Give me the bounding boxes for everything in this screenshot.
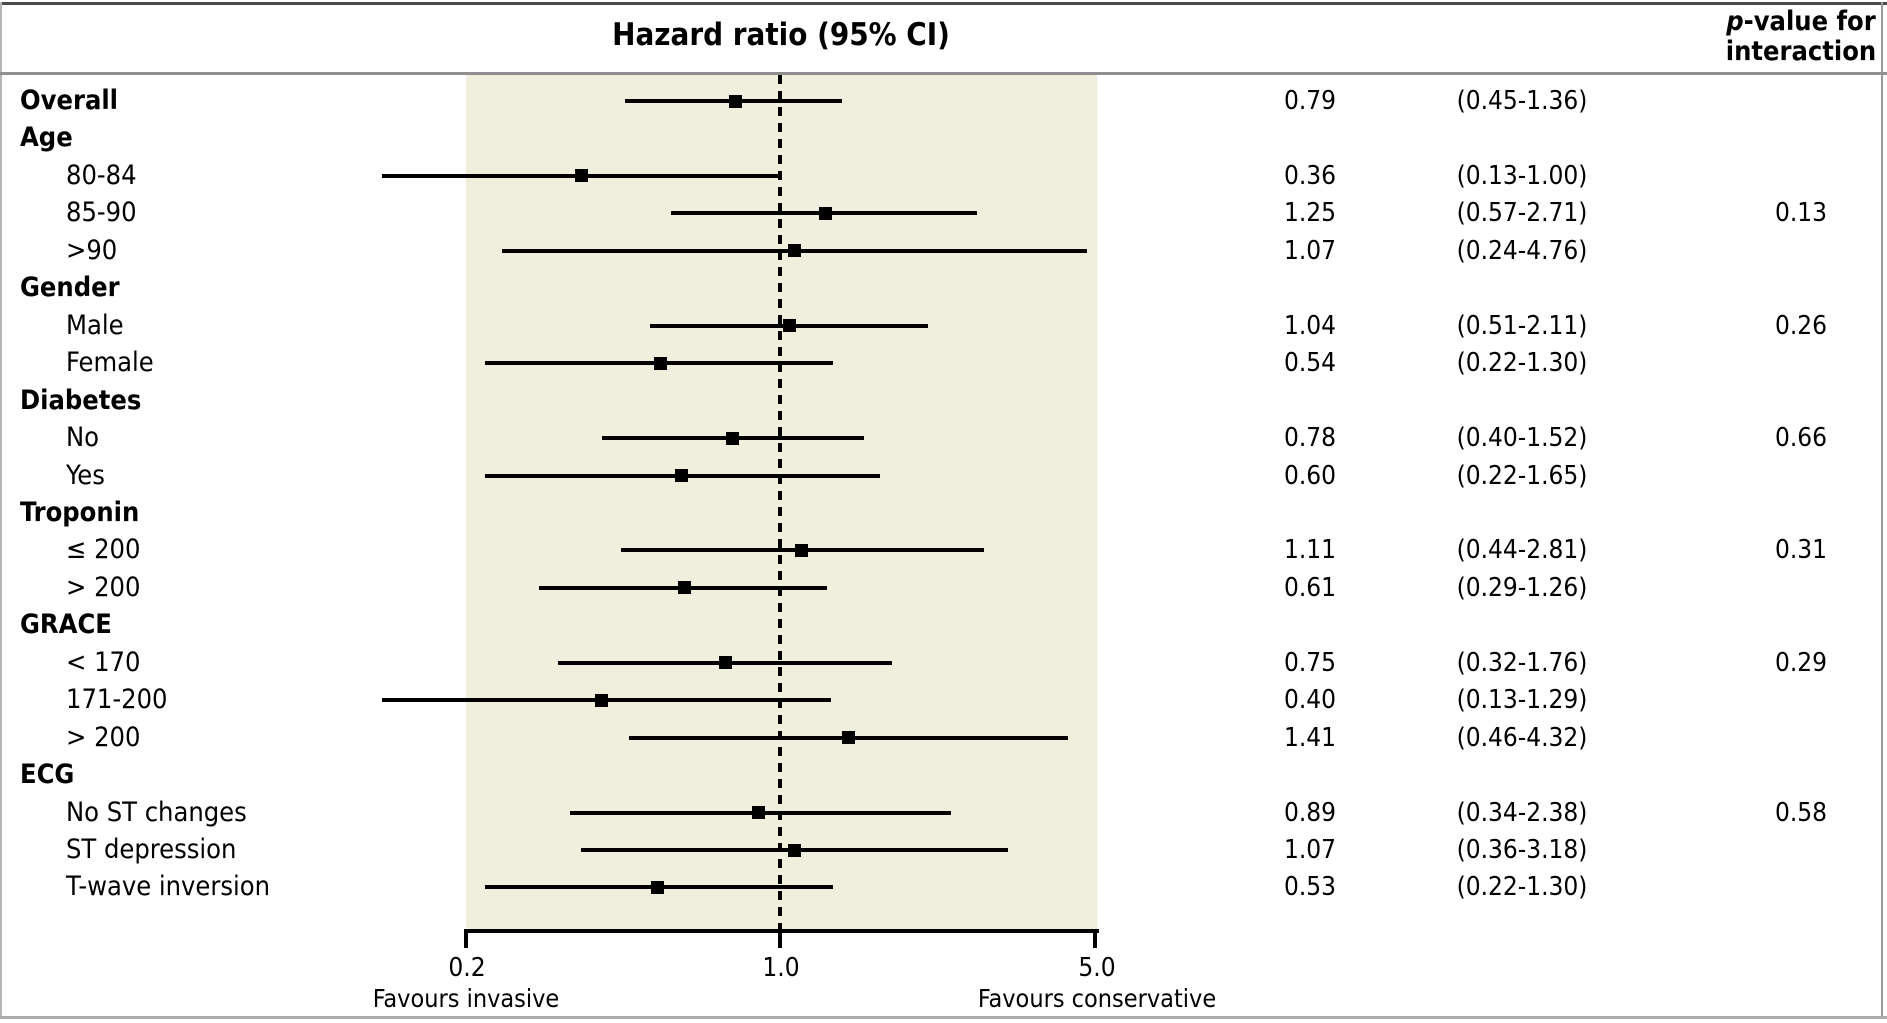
hr-value: 0.40 bbox=[1283, 685, 1337, 716]
hr-marker bbox=[728, 94, 742, 108]
hr-value: 1.25 bbox=[1283, 198, 1337, 229]
x-axis-tick-5.0 bbox=[1093, 929, 1097, 948]
hr-value: 0.79 bbox=[1283, 86, 1337, 116]
hr-value: 0.78 bbox=[1283, 423, 1337, 454]
hr-marker bbox=[818, 206, 832, 220]
group-label: ECG bbox=[20, 759, 75, 791]
hr-marker bbox=[718, 656, 732, 670]
p-value-header-line2: interaction bbox=[1725, 36, 1877, 67]
reference-line-hr-1 bbox=[778, 75, 782, 929]
ci-value: (0.46-4.32) bbox=[1456, 722, 1588, 753]
chart-title: Hazard ratio (95% CI) bbox=[612, 17, 950, 53]
group-label: Gender bbox=[20, 272, 120, 304]
hr-marker bbox=[782, 319, 796, 333]
hr-marker bbox=[650, 880, 664, 894]
hr-value: 0.54 bbox=[1283, 348, 1337, 379]
header-divider-line bbox=[0, 72, 1887, 75]
hr-value: 1.11 bbox=[1283, 535, 1337, 566]
hr-value: 1.41 bbox=[1283, 722, 1337, 753]
p-value: 0.29 bbox=[1774, 647, 1828, 678]
row-label: >90 bbox=[66, 234, 118, 266]
ci-value: (0.22-1.30) bbox=[1456, 348, 1588, 379]
hr-marker bbox=[795, 543, 809, 557]
figure-right-border bbox=[1881, 2, 1883, 1019]
hr-value: 1.04 bbox=[1283, 310, 1337, 341]
x-tick-label-1.0: 1.0 bbox=[762, 953, 800, 983]
p-value: 0.31 bbox=[1774, 535, 1828, 566]
hr-marker bbox=[842, 731, 856, 745]
hr-marker bbox=[654, 356, 668, 370]
hr-marker bbox=[678, 581, 692, 595]
ci-value: (0.44-2.81) bbox=[1456, 535, 1588, 566]
ci-value: (0.13-1.29) bbox=[1456, 685, 1588, 716]
row-label: No ST changes bbox=[66, 796, 247, 828]
figure-bottom-border bbox=[0, 1016, 1887, 1019]
group-label: Troponin bbox=[20, 496, 140, 528]
hr-value: 0.36 bbox=[1283, 160, 1337, 191]
row-label: ST depression bbox=[66, 834, 237, 865]
hr-value: 0.60 bbox=[1283, 460, 1337, 491]
hr-value: 0.53 bbox=[1283, 872, 1337, 903]
row-label: T-wave inversion bbox=[66, 871, 271, 903]
p-value: 0.13 bbox=[1774, 198, 1828, 229]
hr-marker bbox=[788, 843, 802, 857]
row-label: < 170 bbox=[66, 646, 141, 678]
row-label: Yes bbox=[66, 459, 105, 491]
x-axis-tick-1.0 bbox=[778, 929, 782, 948]
row-label: Male bbox=[66, 309, 124, 341]
hr-value: 0.89 bbox=[1283, 797, 1337, 828]
hr-marker bbox=[595, 693, 609, 707]
p-value-column-header: p-value for interaction bbox=[1716, 7, 1886, 67]
ci-value: (0.22-1.65) bbox=[1456, 460, 1588, 491]
group-label: Age bbox=[20, 122, 73, 154]
ci-value: (0.13-1.00) bbox=[1456, 160, 1588, 191]
hr-value: 1.07 bbox=[1283, 235, 1337, 266]
hr-marker bbox=[752, 806, 766, 820]
x-tick-label-5.0: 5.0 bbox=[1078, 953, 1116, 983]
favours-invasive-label: Favours invasive bbox=[372, 984, 560, 1013]
figure-top-border bbox=[0, 2, 1887, 5]
hr-value: 1.07 bbox=[1283, 835, 1337, 865]
figure-left-border bbox=[0, 2, 2, 1019]
ci-value: (0.57-2.71) bbox=[1456, 198, 1588, 229]
row-label: 85-90 bbox=[66, 197, 137, 229]
p-italic-symbol: p bbox=[1726, 6, 1744, 37]
row-label: > 200 bbox=[66, 721, 141, 753]
hr-value: 0.75 bbox=[1283, 647, 1337, 678]
row-label: Female bbox=[66, 347, 154, 379]
x-axis-tick-0.2 bbox=[464, 929, 468, 948]
row-label: 80-84 bbox=[66, 159, 137, 191]
p-value: 0.58 bbox=[1774, 797, 1828, 828]
ci-value: (0.24-4.76) bbox=[1456, 235, 1588, 266]
ci-value: (0.29-1.26) bbox=[1456, 572, 1588, 603]
row-label: > 200 bbox=[66, 571, 141, 603]
hr-marker bbox=[674, 469, 688, 482]
row-label: 171-200 bbox=[66, 684, 168, 716]
x-tick-label-0.2: 0.2 bbox=[448, 953, 486, 983]
p-value: 0.26 bbox=[1774, 310, 1828, 341]
hr-marker bbox=[726, 431, 740, 445]
ci-value: (0.36-3.18) bbox=[1456, 835, 1588, 865]
ci-value: (0.32-1.76) bbox=[1456, 647, 1588, 678]
ci-value: (0.45-1.36) bbox=[1456, 86, 1588, 116]
hr-marker bbox=[574, 169, 588, 183]
row-label: Overall bbox=[20, 85, 118, 116]
row-label: ≤ 200 bbox=[66, 534, 141, 566]
ci-value: (0.40-1.52) bbox=[1456, 423, 1588, 454]
group-label: GRACE bbox=[20, 609, 112, 641]
ci-value: (0.22-1.30) bbox=[1456, 872, 1588, 903]
hr-value: 0.61 bbox=[1283, 572, 1337, 603]
p-value-header-line1: p-value for bbox=[1726, 6, 1876, 37]
ci-value: (0.34-2.38) bbox=[1456, 797, 1588, 828]
row-label: No bbox=[66, 422, 100, 454]
p-value: 0.66 bbox=[1774, 423, 1828, 454]
group-label: Diabetes bbox=[20, 384, 142, 416]
favours-conservative-label: Favours conservative bbox=[977, 984, 1217, 1013]
hr-marker bbox=[788, 244, 802, 258]
ci-value: (0.51-2.11) bbox=[1456, 310, 1588, 341]
